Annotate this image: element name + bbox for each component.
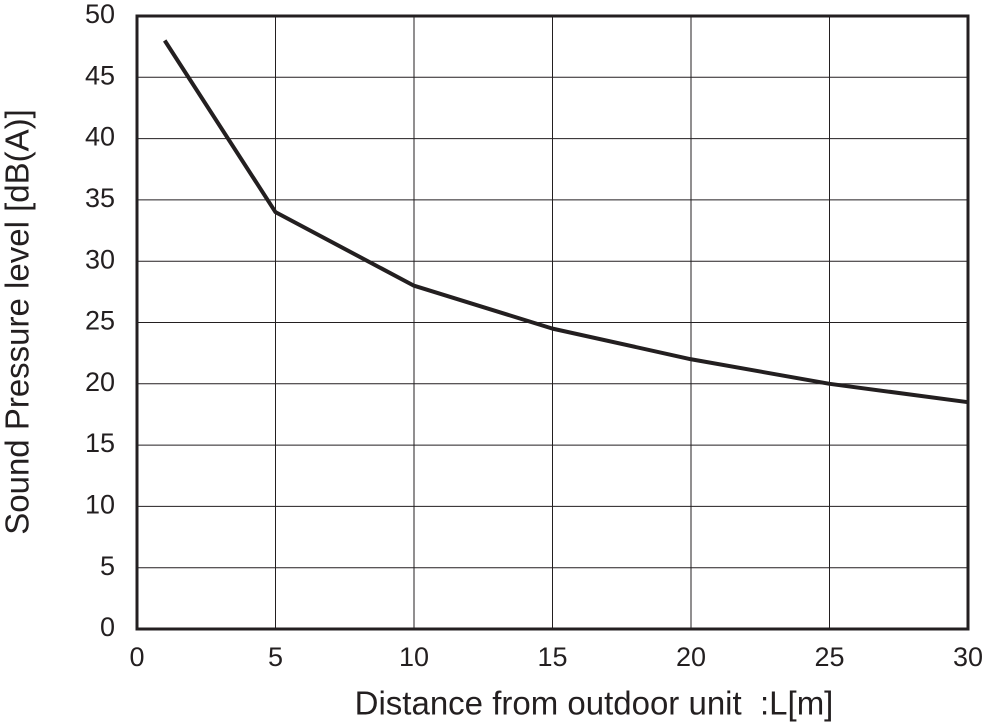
y-tick-label: 25 bbox=[85, 306, 115, 336]
y-tick-label: 10 bbox=[85, 490, 115, 520]
x-tick-label: 0 bbox=[129, 642, 144, 672]
x-tick-label: 5 bbox=[268, 642, 283, 672]
x-axis-label: Distance from outdoor unit :L[m] bbox=[355, 685, 834, 722]
y-tick-label: 20 bbox=[85, 367, 115, 397]
x-tick-label: 25 bbox=[814, 642, 844, 672]
x-tick-label: 30 bbox=[953, 642, 983, 672]
y-axis-label: Sound Pressure level [dB(A)] bbox=[0, 109, 36, 535]
x-tick-label: 15 bbox=[537, 642, 567, 672]
x-tick-label: 20 bbox=[676, 642, 706, 672]
x-tick-label: 10 bbox=[399, 642, 429, 672]
y-tick-label: 50 bbox=[85, 0, 115, 29]
plot-frame bbox=[135, 14, 970, 631]
data-line bbox=[163, 39, 969, 405]
y-tick-label: 30 bbox=[85, 244, 115, 274]
y-tick-label: 35 bbox=[85, 183, 115, 213]
y-tick-label: 40 bbox=[85, 122, 115, 152]
y-tick-label: 45 bbox=[85, 60, 115, 90]
y-tick-label: 5 bbox=[100, 551, 115, 581]
y-tick-label: 0 bbox=[100, 612, 115, 642]
y-tick-label: 15 bbox=[85, 428, 115, 458]
